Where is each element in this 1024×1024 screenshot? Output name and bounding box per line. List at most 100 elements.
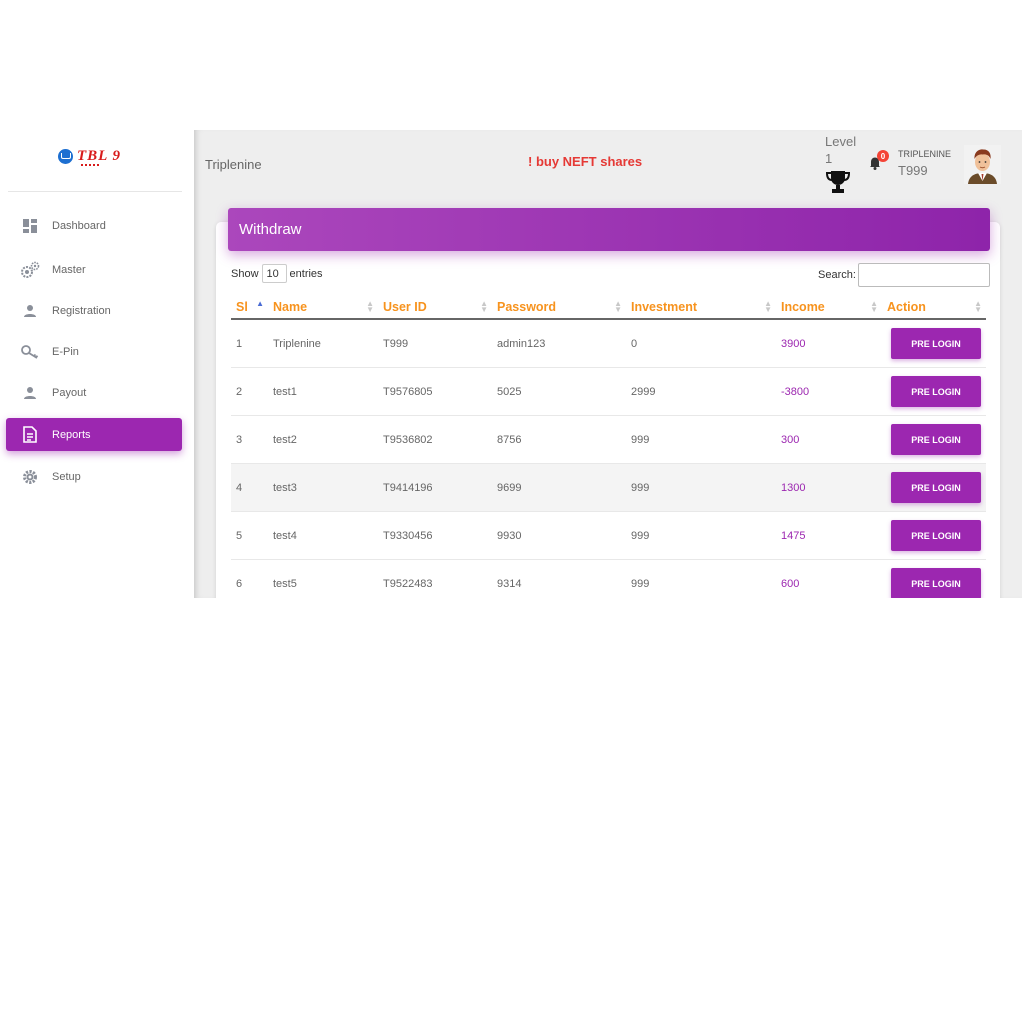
sidebar-item-setup[interactable]: Setup xyxy=(6,460,182,493)
search-box: Search: xyxy=(818,263,990,287)
logo[interactable]: TBL 9 xyxy=(58,144,121,168)
column-header-income[interactable]: Income ▲ ▼ xyxy=(776,295,882,320)
cell-income: 1475 xyxy=(776,511,882,560)
sidebar-item-registration[interactable]: Registration xyxy=(6,294,182,327)
cell-action: PRE LOGIN xyxy=(882,463,986,512)
entries-select[interactable]: 10 xyxy=(261,264,287,283)
sidebar-divider xyxy=(8,191,182,192)
sidebar-item-label: Payout xyxy=(52,386,87,399)
sort-icon: ▲ ▼ xyxy=(764,299,772,314)
cell-sl: 1 xyxy=(231,319,268,368)
cell-action: PRE LOGIN xyxy=(882,559,986,598)
cell-sl: 2 xyxy=(231,367,268,416)
logo-underline xyxy=(81,164,99,168)
app-window: TBL 9 Dashboard Master Registration xyxy=(0,130,1024,598)
gears-icon xyxy=(18,260,42,280)
sidebar-item-master[interactable]: Master xyxy=(6,253,182,286)
search-input[interactable] xyxy=(857,263,990,287)
sidebar-item-label: Registration xyxy=(52,304,111,317)
cell-password: 9699 xyxy=(492,463,626,512)
table-header-row: Sl ▲ Name ▲ ▼ User ID ▲ ▼ Password ▲ ▼ Investme… xyxy=(231,295,986,320)
cell-name: test5 xyxy=(268,559,378,598)
person-icon xyxy=(18,383,42,403)
cell-name: Triplenine xyxy=(268,319,378,368)
avatar[interactable] xyxy=(964,145,1001,184)
user-id: T999 xyxy=(898,163,928,178)
table-row: 6 test5 T9522483 9314 999 600 PRE LOGIN xyxy=(231,559,986,598)
cell-action: PRE LOGIN xyxy=(882,415,986,464)
cell-password: admin123 xyxy=(492,319,626,368)
cell-user-id: T9522483 xyxy=(378,559,492,598)
cell-investment: 999 xyxy=(626,511,776,560)
column-header-sl[interactable]: Sl ▲ xyxy=(231,295,268,320)
cell-name: test4 xyxy=(268,511,378,560)
table-row: 5 test4 T9330456 9930 999 1475 PRE LOGIN xyxy=(231,511,986,560)
cell-name: test1 xyxy=(268,367,378,416)
show-entries: Show 10 entries xyxy=(231,264,323,283)
cell-sl: 6 xyxy=(231,559,268,598)
cell-investment: 999 xyxy=(626,415,776,464)
sidebar-item-label: Dashboard xyxy=(52,219,106,232)
sort-icon: ▲ ▼ xyxy=(614,299,622,314)
cell-income: -3800 xyxy=(776,367,882,416)
user-name: TRIPLENINE xyxy=(898,149,952,159)
search-label: Search: xyxy=(818,269,856,281)
table-row: 1 Triplenine T999 admin123 0 3900 PRE LO… xyxy=(231,319,986,368)
cell-investment: 0 xyxy=(626,319,776,368)
table-row: 3 test2 T9536802 8756 999 300 PRE LOGIN xyxy=(231,415,986,464)
column-header-investment[interactable]: Investment ▲ ▼ xyxy=(626,295,776,320)
cell-sl: 3 xyxy=(231,415,268,464)
cell-sl: 4 xyxy=(231,463,268,512)
sidebar-item-epin[interactable]: E-Pin xyxy=(6,335,182,368)
show-label: Show xyxy=(231,267,259,280)
cell-password: 5025 xyxy=(492,367,626,416)
cell-user-id: T9414196 xyxy=(378,463,492,512)
cell-income: 300 xyxy=(776,415,882,464)
notification-badge: 0 xyxy=(877,150,889,162)
document-icon xyxy=(18,425,42,445)
level-indicator: Level 1 xyxy=(825,133,856,167)
sort-icon: ▲ ▼ xyxy=(480,299,488,314)
brand-name: Triplenine xyxy=(205,157,262,172)
column-header-user-id[interactable]: User ID ▲ ▼ xyxy=(378,295,492,320)
cart-icon xyxy=(58,148,73,164)
pre-login-button[interactable]: PRE LOGIN xyxy=(891,328,981,359)
sidebar-item-payout[interactable]: Payout xyxy=(6,376,182,409)
sidebar-item-dashboard[interactable]: Dashboard xyxy=(6,209,182,242)
cell-income: 3900 xyxy=(776,319,882,368)
gear-icon xyxy=(18,467,42,487)
column-header-name[interactable]: Name ▲ ▼ xyxy=(268,295,378,320)
cell-action: PRE LOGIN xyxy=(882,367,986,416)
cell-user-id: T9330456 xyxy=(378,511,492,560)
sidebar-item-label: Master xyxy=(52,263,86,276)
level-label: Level xyxy=(825,134,857,149)
column-header-action[interactable]: Action ▲ ▼ xyxy=(882,295,986,320)
cell-password: 9314 xyxy=(492,559,626,598)
alert-link[interactable]: ! buy NEFT shares xyxy=(528,154,643,169)
cell-action: PRE LOGIN xyxy=(882,511,986,560)
column-header-password[interactable]: Password ▲ ▼ xyxy=(492,295,626,320)
pre-login-button[interactable]: PRE LOGIN xyxy=(891,568,981,598)
pre-login-button[interactable]: PRE LOGIN xyxy=(891,472,981,503)
pre-login-button[interactable]: PRE LOGIN xyxy=(891,424,981,455)
cell-user-id: T9576805 xyxy=(378,367,492,416)
cell-investment: 2999 xyxy=(626,367,776,416)
sidebar-item-label: E-Pin xyxy=(52,345,79,358)
pre-login-button[interactable]: PRE LOGIN xyxy=(891,520,981,551)
cell-sl: 5 xyxy=(231,511,268,560)
sort-icon: ▲ ▼ xyxy=(366,299,374,314)
pre-login-button[interactable]: PRE LOGIN xyxy=(891,376,981,407)
sort-asc-icon: ▲ xyxy=(256,299,264,308)
table-row: 4 test3 T9414196 9699 999 1300 PRE LOGIN xyxy=(231,463,986,512)
sort-icon: ▲ ▼ xyxy=(974,299,982,314)
sidebar-item-label: Reports xyxy=(52,428,91,441)
cell-user-id: T9536802 xyxy=(378,415,492,464)
table-row: 2 test1 T9576805 5025 2999 -3800 PRE LOG… xyxy=(231,367,986,416)
sidebar: TBL 9 Dashboard Master Registration xyxy=(0,130,194,598)
cell-name: test2 xyxy=(268,415,378,464)
cell-user-id: T999 xyxy=(378,319,492,368)
logo-text: TBL 9 xyxy=(77,147,122,164)
sidebar-item-reports[interactable]: Reports xyxy=(6,418,182,451)
cell-name: test3 xyxy=(268,463,378,512)
withdraw-table: Sl ▲ Name ▲ ▼ User ID ▲ ▼ Password ▲ ▼ Investme… xyxy=(231,295,986,598)
